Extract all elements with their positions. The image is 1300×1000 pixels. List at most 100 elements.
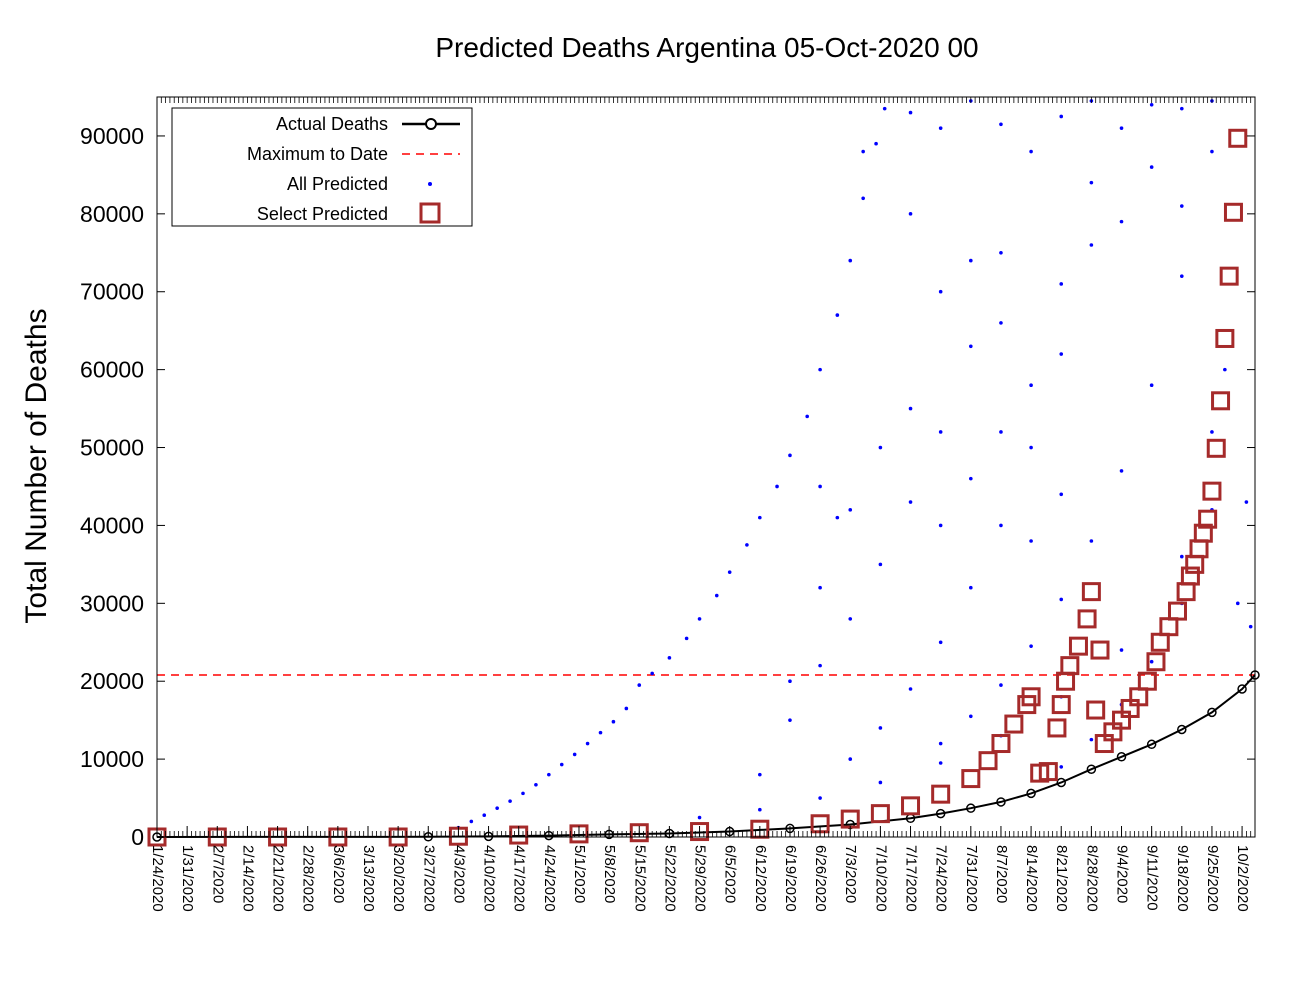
all-predicted-point [697, 815, 702, 820]
legend: Actual Deaths Maximum to Date All Predic… [171, 107, 473, 227]
select-predicted-point [1060, 656, 1080, 676]
x-tick-label: 5/29/2020 [692, 845, 709, 912]
axes: 0 10000 20000 30000 40000 50000 60000 70000 8000… [80, 97, 1256, 912]
actual-deaths-point [1086, 764, 1097, 774]
all-predicted-point [969, 714, 973, 719]
all-predicted-point [1119, 469, 1124, 473]
x-tick-label: 6/19/2020 [782, 845, 799, 912]
y-tick-label: 10000 [80, 746, 144, 772]
all-predicted-point [1244, 500, 1249, 504]
all-predicted-point [938, 126, 943, 130]
all-predicted-point [1089, 243, 1094, 247]
all-predicted-point [818, 663, 822, 668]
x-tick-label: 8/28/2020 [1083, 845, 1100, 912]
all-predicted-point [805, 414, 809, 419]
all-predicted-point [469, 819, 474, 824]
all-predicted-point [1235, 601, 1240, 606]
all-predicted-point [1149, 659, 1154, 664]
select-predicted-point [1176, 582, 1196, 602]
chart-title: Predicted Deaths Argentina 05-Oct-2020 0… [435, 32, 978, 63]
all-predicted-point [585, 741, 590, 746]
legend-sample-select-predicted [419, 202, 441, 224]
x-tick-label: 9/18/2020 [1174, 845, 1191, 912]
all-predicted-point [624, 706, 629, 711]
all-predicted-point [938, 430, 943, 434]
x-tick-label: 4/10/2020 [481, 845, 498, 912]
all-predicted-point [1210, 149, 1214, 154]
all-predicted-point [908, 110, 913, 115]
all-predicted-point [908, 500, 913, 504]
all-predicted-point [848, 617, 853, 621]
all-predicted-point [508, 799, 512, 803]
all-predicted-point [878, 445, 883, 450]
x-tick-label: 1/24/2020 [149, 845, 166, 912]
all-predicted-point [650, 671, 654, 676]
all-predicted-point [908, 406, 913, 411]
all-predicted-point [637, 683, 642, 687]
x-tick-label: 7/24/2020 [933, 845, 950, 912]
actual-deaths-point [1177, 724, 1187, 735]
all-predicted-point [1029, 539, 1033, 543]
all-predicted-point [758, 807, 762, 812]
legend-label-maximum: Maximum to Date [247, 144, 388, 164]
x-tick-label: 7/31/2020 [963, 845, 980, 912]
all-predicted-point [547, 772, 551, 777]
y-tick-label: 0 [131, 824, 144, 850]
all-predicted-point [818, 367, 822, 372]
actual-deaths-point [1146, 739, 1157, 750]
x-tick-label: 7/17/2020 [903, 845, 920, 912]
actual-deaths-line [156, 674, 1256, 838]
all-predicted-point [1089, 180, 1094, 185]
select-predicted-point [1185, 554, 1205, 574]
all-predicted-point [1029, 445, 1033, 450]
actual-deaths-point [1237, 684, 1247, 694]
all-predicted-point [559, 762, 564, 767]
all-predicted-point [495, 806, 499, 810]
all-predicted-point [835, 515, 840, 520]
select-predicted-point [1086, 700, 1106, 720]
x-tick-label: 2/14/2020 [239, 845, 256, 912]
all-predicted-point [969, 476, 973, 481]
all-predicted-point [999, 250, 1003, 255]
all-predicted-point [999, 122, 1003, 127]
all-predicted-point [969, 585, 973, 590]
x-tick-label: 10/2/2020 [1234, 845, 1251, 912]
all-predicted-point [878, 726, 883, 730]
x-tick-label: 3/20/2020 [390, 845, 407, 912]
actual-deaths-point [935, 808, 946, 819]
x-tick-label: 5/8/2020 [601, 845, 618, 903]
select-predicted-point [629, 823, 649, 843]
select-predicted-point [1180, 566, 1200, 586]
all-predicted-point [848, 757, 853, 761]
x-tick-label: 2/7/2020 [209, 845, 226, 903]
all-predicted-point [938, 761, 943, 765]
all-predicted-point [908, 212, 913, 216]
x-tick-label: 6/26/2020 [812, 845, 829, 912]
x-tick-label: 9/4/2020 [1114, 845, 1131, 903]
actual-deaths-point [1026, 788, 1036, 799]
all-predicted-point [1180, 204, 1184, 208]
all-predicted-point [969, 344, 973, 349]
select-predicted-point [1047, 718, 1067, 738]
all-predicted-point [1119, 126, 1124, 130]
all-predicted-point [969, 258, 973, 263]
select-predicted-point [1068, 636, 1088, 656]
all-predicted-point [1059, 597, 1064, 602]
select-predicted-point [870, 804, 890, 824]
actual-deaths-point [1056, 777, 1066, 788]
all-predicted-point [1119, 648, 1124, 652]
actual-deaths-point [1116, 752, 1127, 762]
actual-deaths-point [1207, 707, 1217, 718]
y-tick-label: 30000 [80, 590, 144, 616]
all-predicted-point [1089, 539, 1094, 543]
legend-label-select-predicted: Select Predicted [257, 204, 388, 224]
all-predicted-point [1029, 644, 1033, 648]
all-predicted-point [1059, 352, 1064, 356]
all-predicted-point [1248, 624, 1253, 629]
all-predicted-point [999, 321, 1003, 325]
all-predicted-point [1180, 274, 1184, 278]
all-predicted-point [1180, 554, 1184, 559]
all-predicted-point [1149, 165, 1154, 169]
all-predicted-point [1059, 492, 1064, 497]
select-predicted-point [1193, 523, 1213, 543]
